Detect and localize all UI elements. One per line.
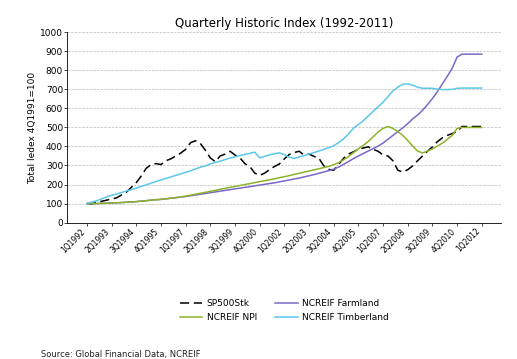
- NCREIF Farmland: [301, 175, 307, 179]
- NCREIF NPI: [385, 124, 391, 129]
- Line: NCREIF Farmland: NCREIF Farmland: [87, 54, 482, 204]
- NCREIF NPI: [301, 170, 307, 174]
- NCREIF Timberland: [409, 83, 416, 87]
- Title: Quarterly Historic Index (1992-2011): Quarterly Historic Index (1992-2011): [175, 17, 393, 30]
- Line: NCREIF NPI: NCREIF NPI: [87, 126, 482, 204]
- NCREIF NPI: [429, 147, 435, 151]
- Line: SP500Stk: SP500Stk: [87, 126, 482, 204]
- SP500Stk: [444, 133, 450, 137]
- Y-axis label: Total Iedex 4Q1991=100: Total Iedex 4Q1991=100: [28, 71, 37, 183]
- SP500Stk: [429, 145, 435, 149]
- NCREIF Farmland: [459, 52, 465, 56]
- NCREIF Timberland: [429, 86, 435, 90]
- NCREIF NPI: [479, 125, 485, 130]
- NCREIF Timberland: [444, 88, 450, 92]
- SP500Stk: [479, 124, 485, 129]
- Legend: SP500Stk, NCREIF NPI, NCREIF Farmland, NCREIF Timberland: SP500Stk, NCREIF NPI, NCREIF Farmland, N…: [180, 299, 389, 322]
- NCREIF Timberland: [405, 82, 411, 86]
- NCREIF NPI: [375, 130, 381, 134]
- NCREIF Timberland: [84, 201, 90, 206]
- SP500Stk: [306, 152, 312, 156]
- NCREIF Farmland: [405, 121, 411, 126]
- SP500Stk: [336, 162, 342, 167]
- NCREIF NPI: [409, 144, 416, 148]
- SP500Stk: [89, 202, 95, 206]
- NCREIF NPI: [84, 201, 90, 206]
- NCREIF Timberland: [375, 105, 381, 109]
- NCREIF Farmland: [375, 144, 381, 148]
- Line: NCREIF Timberland: NCREIF Timberland: [87, 84, 482, 204]
- NCREIF NPI: [444, 137, 450, 141]
- SP500Stk: [84, 201, 90, 206]
- SP500Stk: [380, 153, 386, 157]
- Text: Source: Global Financial Data, NCREIF: Source: Global Financial Data, NCREIF: [41, 350, 201, 359]
- NCREIF Farmland: [424, 102, 431, 107]
- NCREIF Timberland: [479, 86, 485, 90]
- NCREIF Farmland: [439, 82, 445, 86]
- NCREIF Farmland: [479, 52, 485, 56]
- SP500Stk: [459, 124, 465, 129]
- SP500Stk: [409, 164, 416, 168]
- NCREIF Timberland: [330, 144, 337, 148]
- NCREIF Timberland: [301, 153, 307, 158]
- NCREIF Farmland: [84, 201, 90, 206]
- NCREIF NPI: [330, 163, 337, 167]
- NCREIF Farmland: [330, 167, 337, 171]
